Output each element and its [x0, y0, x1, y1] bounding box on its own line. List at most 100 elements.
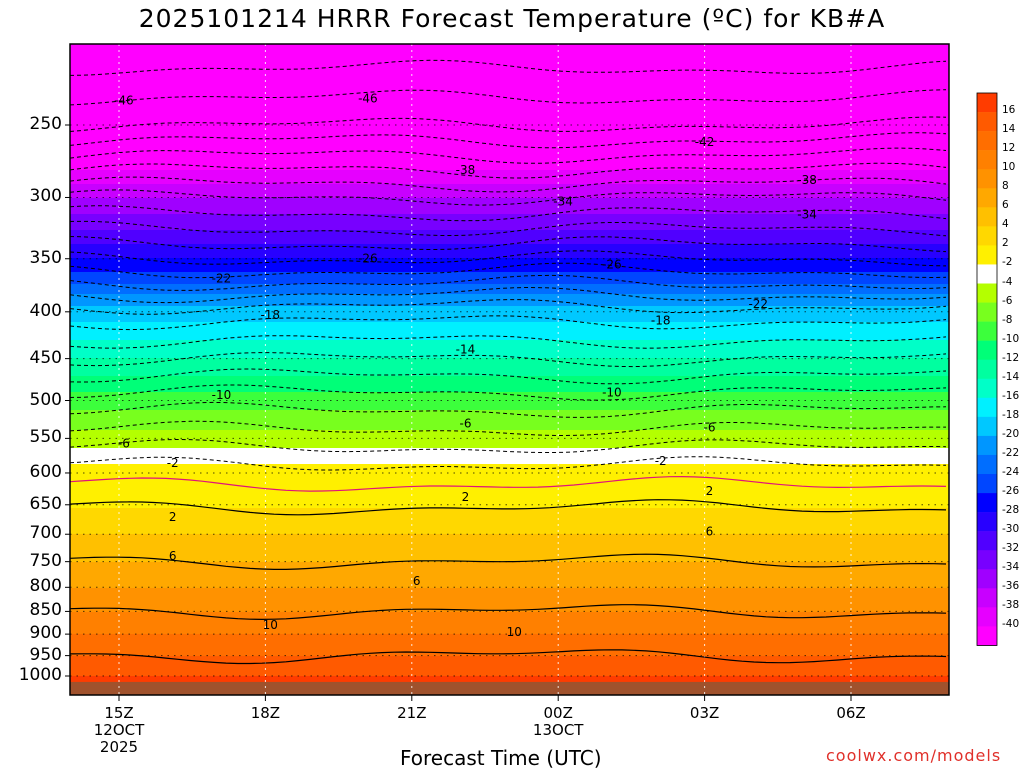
colorbar-swatch	[977, 207, 997, 227]
temperature-band	[70, 578, 949, 581]
temperature-band	[70, 270, 949, 273]
temperature-band	[70, 542, 949, 545]
colorbar-tick-label: -26	[1002, 485, 1020, 498]
temperature-band	[70, 350, 949, 353]
colorbar-tick-label: -34	[1002, 561, 1020, 574]
temperature-band	[70, 416, 949, 419]
colorbar-swatch	[977, 474, 997, 494]
temperature-band	[70, 430, 949, 433]
colorbar-tick-label: -14	[1002, 370, 1020, 383]
credit-link[interactable]: coolwx.com/models	[826, 746, 1002, 765]
temperature-band	[70, 298, 949, 301]
temperature-band	[70, 214, 949, 217]
x-tick-label: 00Z 13OCT	[532, 704, 584, 739]
y-tick-label: 950	[29, 644, 62, 665]
contour-label: -26	[602, 257, 622, 271]
colorbar-swatch	[977, 378, 997, 399]
temperature-band	[70, 52, 949, 55]
temperature-band	[70, 72, 949, 75]
temperature-band	[70, 550, 949, 553]
temperature-band	[70, 356, 949, 359]
temperature-band	[70, 232, 949, 235]
temperature-band	[70, 456, 949, 459]
temperature-band	[70, 458, 949, 461]
temperature-band	[70, 528, 949, 531]
colorbar-swatch	[977, 321, 997, 341]
y-tick-label: 300	[29, 186, 62, 207]
contour-label: 6	[413, 574, 421, 588]
contour-line	[70, 368, 947, 385]
temperature-band	[70, 586, 949, 589]
colorbar-swatch	[977, 454, 997, 475]
temperature-band	[70, 514, 949, 517]
temperature-band	[70, 286, 949, 289]
temperature-band	[70, 462, 949, 465]
temperature-band	[70, 552, 949, 555]
temperature-band	[70, 104, 949, 107]
temperature-band	[70, 570, 949, 573]
contour-line	[70, 299, 947, 315]
temperature-band	[70, 444, 949, 447]
temperature-band	[70, 124, 949, 127]
temperature-band	[70, 544, 949, 547]
temperature-band	[70, 414, 949, 417]
colorbar-tick-label: 8	[1002, 180, 1009, 193]
temperature-band	[70, 284, 949, 287]
colorbar-tick-label: -30	[1002, 523, 1020, 536]
temperature-band	[70, 472, 949, 475]
contour-line	[70, 236, 947, 253]
temperature-band	[70, 580, 949, 583]
temperature-band	[70, 422, 949, 425]
temperature-band	[70, 492, 949, 495]
temperature-band	[70, 668, 949, 671]
colorbar-tick-label: -36	[1002, 580, 1020, 593]
contour-line	[70, 475, 947, 492]
temperature-band	[70, 194, 949, 197]
temperature-band	[70, 46, 949, 49]
contour-label: 6	[706, 524, 714, 538]
contour-line	[70, 286, 947, 304]
temperature-band	[70, 180, 949, 183]
temperature-band	[70, 48, 949, 51]
temperature-band	[70, 572, 949, 575]
temperature-band	[70, 66, 949, 69]
colorbar-swatch	[977, 188, 997, 208]
temperature-band	[70, 548, 949, 551]
temperature-band	[70, 666, 949, 669]
temperature-band	[70, 474, 949, 477]
temperature-band	[70, 238, 949, 241]
temperature-band	[70, 496, 949, 499]
temperature-band	[70, 470, 949, 473]
temperature-band	[70, 436, 949, 439]
y-tick-label: 750	[29, 550, 62, 571]
temperature-band	[70, 362, 949, 365]
temperature-band	[70, 202, 949, 205]
temperature-band	[70, 546, 949, 549]
temperature-band	[70, 434, 949, 437]
temperature-band	[70, 294, 949, 297]
temperature-band	[70, 318, 949, 321]
temperature-band	[70, 526, 949, 529]
temperature-band	[70, 538, 949, 541]
contour-line	[70, 384, 947, 401]
colorbar-tick-label: 14	[1002, 123, 1016, 136]
temperature-band	[70, 244, 949, 247]
temperature-band	[70, 204, 949, 207]
temperature-band	[70, 106, 949, 109]
contour-line	[70, 438, 947, 453]
temperature-band	[70, 248, 949, 251]
contour-label: -34	[797, 207, 817, 221]
temperature-band	[70, 438, 949, 441]
temperature-band	[70, 182, 949, 185]
colorbar-swatch	[977, 131, 997, 151]
colorbar-swatch	[977, 550, 997, 570]
temperature-band	[70, 58, 949, 61]
temperature-band	[70, 230, 949, 233]
temperature-band	[70, 252, 949, 255]
temperature-band	[70, 592, 949, 595]
temperature-band	[70, 648, 949, 651]
temperature-band	[70, 516, 949, 519]
temperature-band	[70, 208, 949, 211]
colorbar-tick-label: -12	[1002, 351, 1020, 364]
temperature-band	[70, 206, 949, 209]
